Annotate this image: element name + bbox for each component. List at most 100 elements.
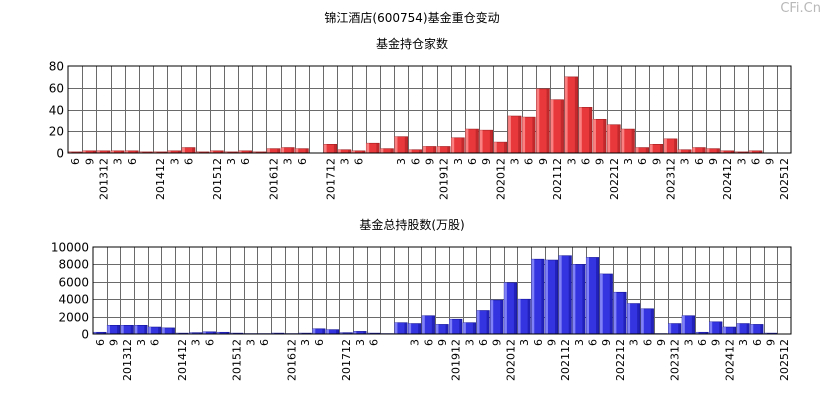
holdings-chart-x-tick-label: 9 xyxy=(83,158,96,165)
shares-chart-x-tick-label: 6 xyxy=(313,339,326,346)
chart-title-holdings-count: 基金持仓家数 xyxy=(376,36,448,51)
holdings-chart-bar xyxy=(578,107,593,154)
shares-chart-bar xyxy=(517,298,531,335)
shares-chart-x-tick-label: 9 xyxy=(710,339,723,346)
holdings-chart-bar xyxy=(564,76,579,154)
holdings-chart-bar xyxy=(181,147,196,154)
shares-chart-x-tick-label: 202112 xyxy=(559,339,572,381)
holdings-chart-x-tick-label: 6 xyxy=(636,158,649,165)
holdings-chart-bar xyxy=(550,99,564,154)
holdings-chart-x-tick-label: 201412 xyxy=(154,158,167,200)
holdings-chart-bar xyxy=(280,147,295,154)
shares-chart-plot-area xyxy=(92,246,792,335)
holdings-chart-x-tick-label: 3 xyxy=(452,158,465,165)
shares-chart-x-tick-label: 6 xyxy=(751,339,764,346)
holdings-chart-bar xyxy=(706,148,720,154)
holdings-chart-x-tick-label: 9 xyxy=(424,158,437,165)
shares-chart-x-tick-label: 3 xyxy=(518,339,531,346)
holdings-chart-x-tick-label: 202112 xyxy=(551,158,564,200)
holdings-chart-y-tick-label: 80 xyxy=(49,60,64,74)
shares-chart-bar xyxy=(613,291,627,335)
shares-chart-y-tick-label: 8000 xyxy=(58,258,89,272)
holdings-chart-x-tick-label: 6 xyxy=(239,158,252,165)
shares-chart-x-tick-label: 9 xyxy=(764,339,777,346)
shares-chart-x-tick-label: 9 xyxy=(600,339,613,346)
shares-chart-plot-border xyxy=(92,246,792,335)
holdings-chart-x-tick-label: 3 xyxy=(735,158,748,165)
holdings-chart-bar xyxy=(592,118,607,154)
shares-chart-y-tick-label: 10000 xyxy=(51,241,89,255)
shares-chart-x-tick-label: 9 xyxy=(545,339,558,346)
shares-chart-x-tick-label: 3 xyxy=(299,339,312,346)
shares-chart-y-tick-label: 4000 xyxy=(58,293,89,307)
shares-chart-bar xyxy=(394,322,408,335)
holdings-chart-y-tick-label: 20 xyxy=(49,125,64,139)
shares-chart-x-tick-label: 6 xyxy=(477,339,490,346)
shares-chart-x-tick-label: 6 xyxy=(532,339,545,346)
holdings-chart-x-tick-label: 6 xyxy=(579,158,592,165)
holdings-chart-y-tick-label: 40 xyxy=(49,104,64,118)
shares-chart-bar xyxy=(668,323,682,335)
holdings-chart-y-tick-label: 0 xyxy=(56,147,64,161)
shares-chart-bar xyxy=(421,315,435,335)
holdings-chart-x-tick-label: 3 xyxy=(679,158,692,165)
holdings-chart-plot-area xyxy=(67,65,792,154)
holdings-chart-bar xyxy=(365,142,380,154)
holdings-chart-x-tick-label: 9 xyxy=(764,158,777,165)
shares-chart-x-tick-label: 3 xyxy=(628,339,641,346)
holdings-chart-bar xyxy=(323,144,338,154)
shares-chart-x-tick-label: 201312 xyxy=(121,339,134,381)
holdings-chart-x-tick-label: 202312 xyxy=(665,158,678,200)
holdings-chart-x-tick-label: 9 xyxy=(707,158,720,165)
shares-chart-x-tick-label: 201412 xyxy=(176,339,189,381)
holdings-chart-bar xyxy=(436,146,451,154)
shares-chart-bar xyxy=(449,318,463,335)
shares-chart-x-tick-label: 6 xyxy=(641,339,654,346)
holdings-chart-y-tick-label: 60 xyxy=(49,82,64,96)
shares-chart-x-tick-label: 202512 xyxy=(778,339,791,381)
holdings-chart-x-tick-label: 3 xyxy=(168,158,181,165)
shares-chart-bar xyxy=(325,329,340,335)
shares-chart-x-tick-label: 202312 xyxy=(669,339,682,381)
shares-chart-bar xyxy=(627,303,641,335)
shares-chart-x-tick-label: 6 xyxy=(368,339,381,346)
shares-chart-bar xyxy=(134,324,148,335)
holdings-chart-x-tick-label: 3 xyxy=(112,158,125,165)
shares-chart-x-tick-label: 9 xyxy=(655,339,668,346)
holdings-chart-bar xyxy=(422,146,437,154)
holdings-chart-x-tick-label: 3 xyxy=(622,158,635,165)
holdings-chart-x-tick-label: 201612 xyxy=(268,158,281,200)
holdings-chart-bar xyxy=(394,136,408,154)
shares-chart-x-tick-label: 202012 xyxy=(504,339,517,381)
shares-chart-y-tick-label: 2000 xyxy=(58,311,89,325)
shares-chart-x-tick-label: 6 xyxy=(94,339,107,346)
holdings-chart-bar xyxy=(663,138,678,154)
holdings-chart-x-tick-label: 9 xyxy=(537,158,550,165)
shares-chart-bar xyxy=(750,324,764,335)
shares-chart-x-tick-label: 3 xyxy=(682,339,695,346)
shares-chart-bar xyxy=(106,324,121,335)
shares-chart-x-tick-label: 202212 xyxy=(614,339,627,381)
holdings-chart-bar xyxy=(451,137,465,154)
shares-chart-x-tick-label: 6 xyxy=(696,339,709,346)
shares-chart-bar xyxy=(503,282,518,335)
holdings-chart-bar xyxy=(266,148,281,154)
shares-chart-bar xyxy=(709,321,723,335)
holdings-chart-bar xyxy=(479,129,494,154)
holdings-chart-x-tick-label: 3 xyxy=(395,158,408,165)
shares-chart-y-tick-label: 0 xyxy=(81,328,89,342)
holdings-chart-x-tick-label: 3 xyxy=(282,158,295,165)
holdings-chart-bar xyxy=(493,141,508,154)
shares-chart-x-tick-label: 201612 xyxy=(285,339,298,381)
shares-chart-bar xyxy=(161,327,175,335)
page-title: 锦江酒店(600754)基金重仓变动 xyxy=(324,10,499,25)
holdings-chart-x-tick-label: 6 xyxy=(750,158,763,165)
shares-chart-x-tick-label: 6 xyxy=(587,339,600,346)
shares-chart-y-tick-label: 6000 xyxy=(58,276,89,290)
holdings-chart-bar xyxy=(295,148,309,154)
holdings-chart-plot-border xyxy=(67,65,792,154)
shares-chart-x-tick-label: 201712 xyxy=(340,339,353,381)
shares-chart-x-tick-label: 6 xyxy=(149,339,162,346)
shares-chart-bar xyxy=(490,299,504,335)
